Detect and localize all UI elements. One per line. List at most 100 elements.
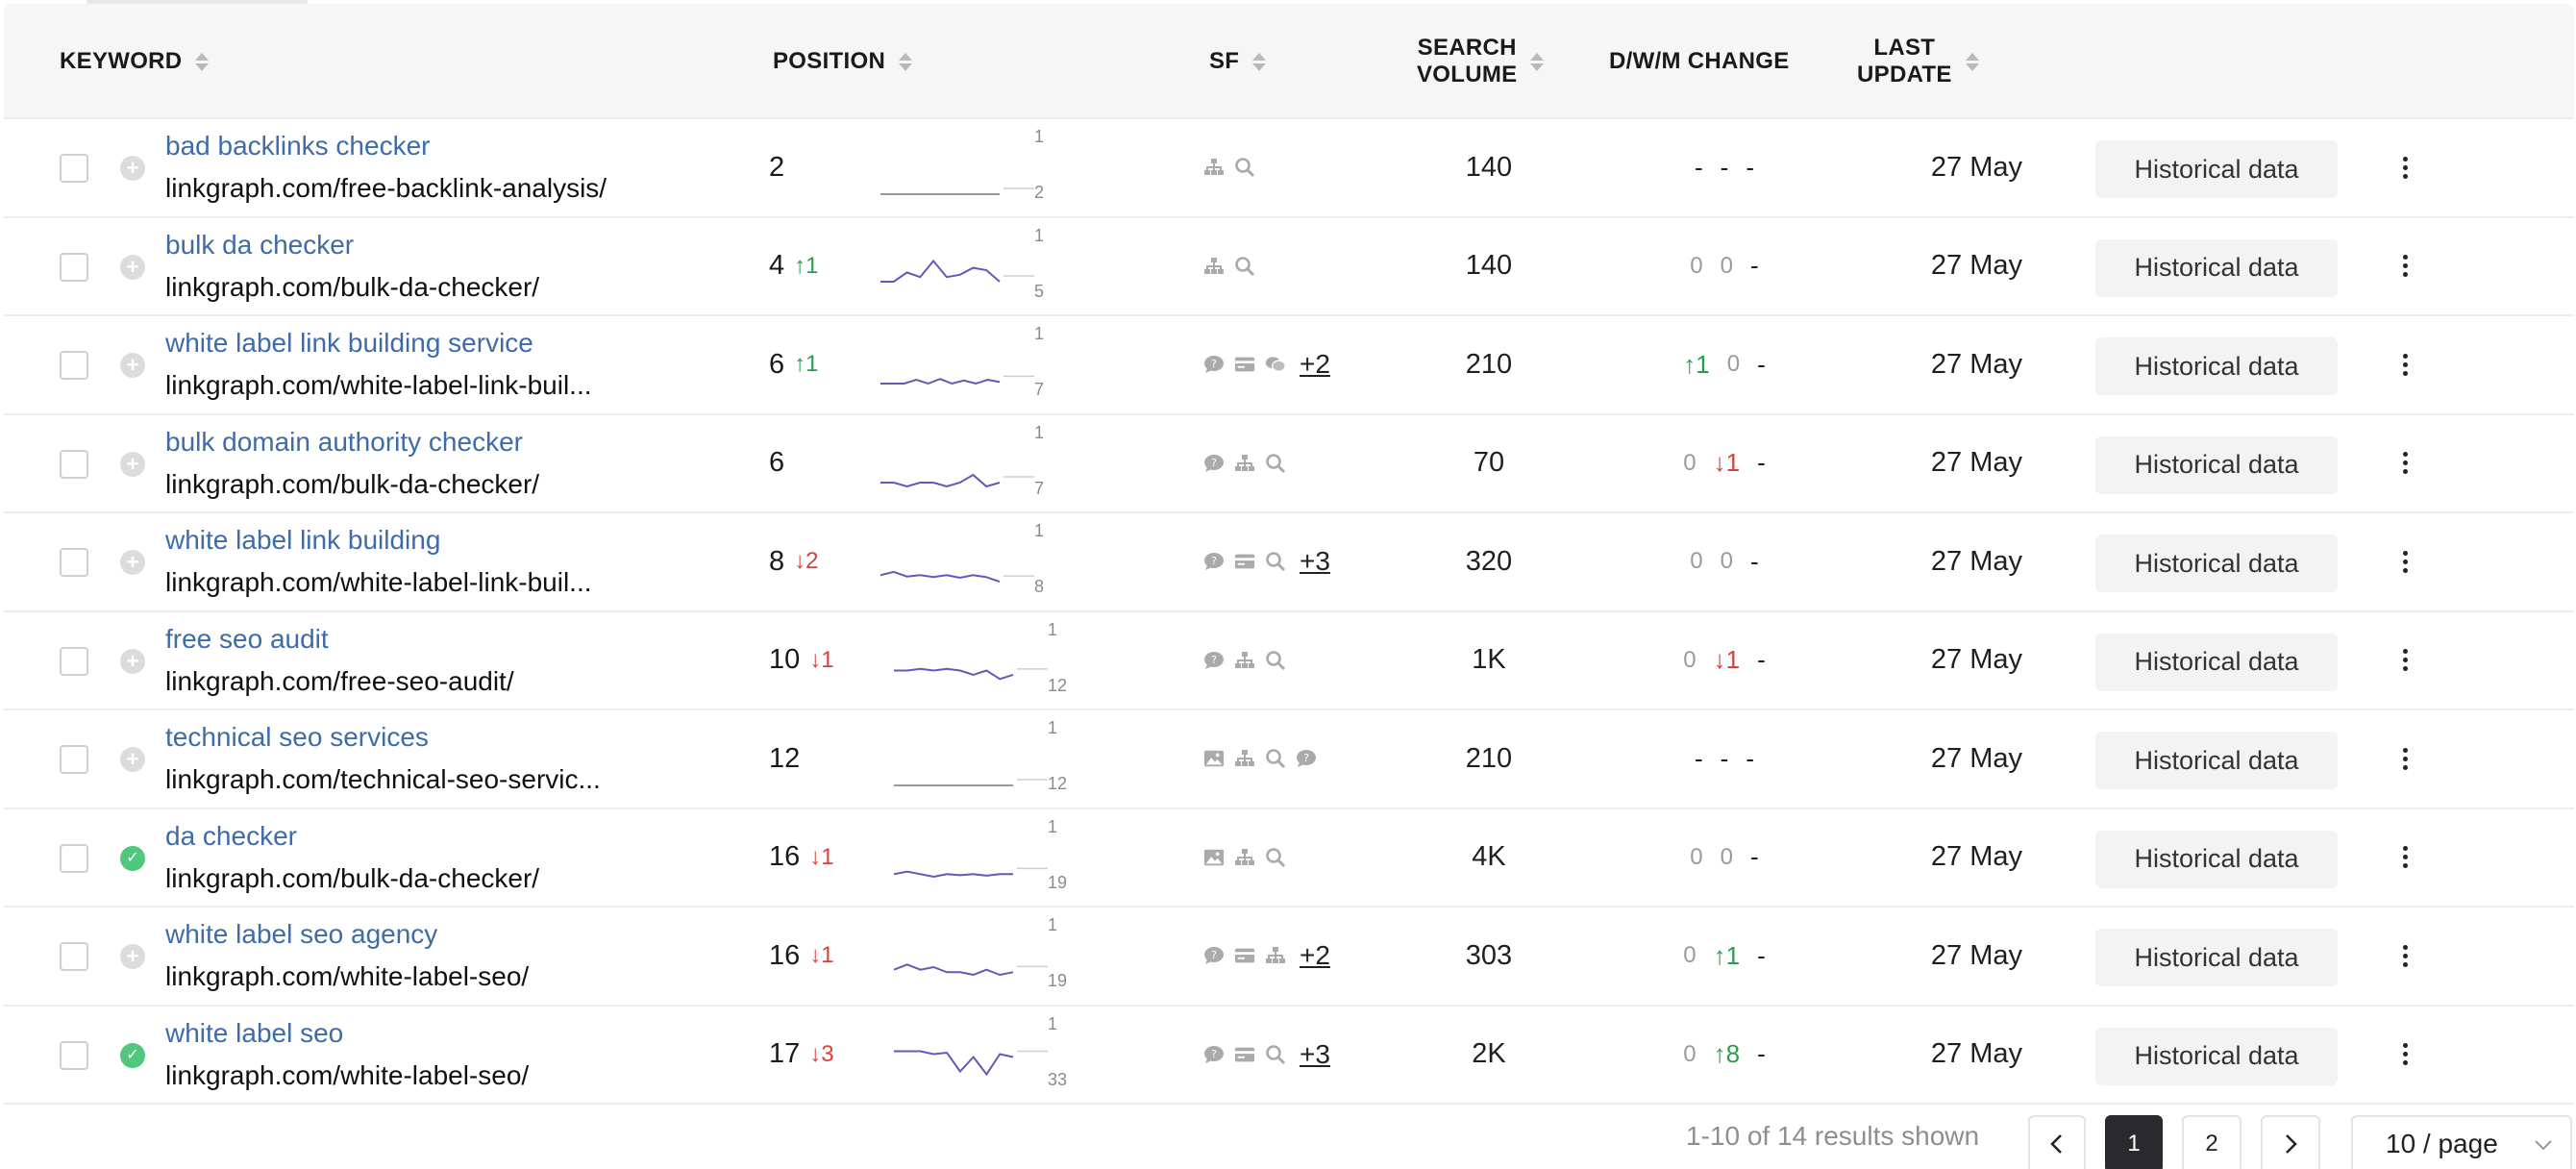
serp-features-more-link[interactable]: +3 <box>1300 1038 1330 1069</box>
add-icon[interactable]: + <box>120 944 145 969</box>
prev-page-button[interactable] <box>2028 1115 2086 1169</box>
sort-icon[interactable] <box>1965 52 1979 71</box>
more-options-icon[interactable] <box>2393 809 2416 907</box>
keyword-link[interactable]: white label link building service <box>165 328 533 358</box>
table-row: ✓ white label seo linkgraph.com/white-labe… <box>4 1007 2574 1105</box>
tracked-check-icon[interactable]: ✓ <box>120 1042 145 1068</box>
more-options-icon[interactable] <box>2393 1007 2416 1104</box>
historical-data-button[interactable]: Historical data <box>2095 238 2338 297</box>
row-checkbox[interactable] <box>60 548 88 577</box>
daily-change: 0 <box>1683 942 1697 969</box>
historical-data-button[interactable]: Historical data <box>2095 732 2338 789</box>
row-checkbox[interactable] <box>60 1040 88 1070</box>
sort-icon[interactable] <box>1252 52 1267 71</box>
keyword-link[interactable]: bulk da checker <box>165 229 355 260</box>
keyword-link[interactable]: white label seo agency <box>165 919 438 949</box>
row-checkbox[interactable] <box>60 745 88 774</box>
keyword-link[interactable]: da checker <box>165 820 297 851</box>
keyword-url: linkgraph.com/bulk-da-checker/ <box>165 862 540 893</box>
table-row: + bad backlinks checker linkgraph.com/free… <box>4 119 2574 218</box>
more-options-icon[interactable] <box>2393 513 2416 610</box>
add-icon[interactable]: + <box>120 156 145 181</box>
add-icon[interactable]: + <box>120 254 145 280</box>
dwm-change: --- <box>1599 710 1849 808</box>
row-checkbox[interactable] <box>60 843 88 873</box>
historical-data-button[interactable]: Historical data <box>2095 633 2338 691</box>
sparkline <box>894 1050 1048 1076</box>
sort-icon[interactable] <box>1530 52 1545 71</box>
add-icon[interactable]: + <box>120 550 145 575</box>
row-checkbox[interactable] <box>60 646 88 676</box>
more-options-icon[interactable] <box>2393 316 2416 413</box>
keyword-link[interactable]: free seo audit <box>165 623 329 654</box>
search-icon <box>1234 157 1255 178</box>
historical-data-button[interactable]: Historical data <box>2095 535 2338 592</box>
table-row: + bulk da checker linkgraph.com/bulk-da-ch… <box>4 218 2574 316</box>
column-keyword-label: KEYWORD <box>60 48 183 74</box>
trend-top-label: 1 <box>1034 225 1045 245</box>
table-row: + free seo audit linkgraph.com/free-seo-au… <box>4 612 2574 710</box>
add-icon[interactable]: + <box>120 648 145 674</box>
search-volume: 210 <box>1465 742 1513 774</box>
keyword-link[interactable]: bad backlinks checker <box>165 131 431 161</box>
position-value: 6 ↑1 <box>769 316 819 413</box>
chevron-right-icon <box>2286 1134 2297 1154</box>
position-change: ↓3 <box>809 1040 834 1067</box>
column-sf[interactable]: SF <box>1209 4 1267 119</box>
serp-features-more-link[interactable]: +2 <box>1300 349 1330 380</box>
position-number: 16 <box>769 939 801 971</box>
sparkline <box>880 375 1034 386</box>
table-row: + bulk domain authority checker linkgraph.… <box>4 415 2574 513</box>
historical-data-button[interactable]: Historical data <box>2095 337 2338 395</box>
column-position[interactable]: POSITION <box>773 4 913 119</box>
row-checkbox[interactable] <box>60 252 88 282</box>
row-checkbox[interactable] <box>60 154 88 183</box>
historical-data-button[interactable]: Historical data <box>2095 830 2338 888</box>
serp-features-more-link[interactable]: +3 <box>1300 546 1330 577</box>
serp-features-more-link[interactable]: +2 <box>1300 940 1330 971</box>
keyword-link[interactable]: white label seo <box>165 1017 344 1048</box>
chat-icon: ? <box>1203 453 1225 474</box>
add-icon[interactable]: + <box>120 747 145 772</box>
add-icon[interactable]: + <box>120 353 145 378</box>
historical-data-button[interactable]: Historical data <box>2095 140 2338 198</box>
historical-data-button[interactable]: Historical data <box>2095 435 2338 494</box>
page-2-button[interactable]: 2 <box>2182 1115 2242 1169</box>
more-options-icon[interactable] <box>2393 415 2416 512</box>
search-volume: 70 <box>1473 447 1505 479</box>
page-1-button[interactable]: 1 <box>2105 1115 2163 1169</box>
daily-change: - <box>1694 743 1703 773</box>
more-options-icon[interactable] <box>2393 218 2416 315</box>
page-size-select[interactable]: 10 / page <box>2351 1115 2572 1169</box>
dwm-change: --- <box>1599 119 1849 216</box>
sparkline-path <box>880 570 1001 584</box>
sort-icon[interactable] <box>899 52 913 71</box>
keyword-link[interactable]: white label link building <box>165 525 441 555</box>
row-checkbox[interactable] <box>60 351 88 380</box>
last-update: 27 May <box>1930 939 2022 971</box>
historical-data-button[interactable]: Historical data <box>2095 929 2338 986</box>
keyword-link[interactable]: bulk domain authority checker <box>165 426 523 457</box>
column-last-update[interactable]: LAST UPDATE <box>1857 4 1979 119</box>
more-options-icon[interactable] <box>2393 710 2416 808</box>
more-options-icon[interactable] <box>2393 612 2416 709</box>
more-options-icon[interactable] <box>2393 908 2416 1005</box>
column-keyword[interactable]: KEYWORD <box>60 4 210 119</box>
tracked-check-icon[interactable]: ✓ <box>120 845 145 871</box>
column-search-volume[interactable]: SEARCH VOLUME <box>1417 4 1545 119</box>
sort-icon[interactable] <box>195 52 210 71</box>
historical-data-button[interactable]: Historical data <box>2095 1027 2338 1085</box>
row-checkbox[interactable] <box>60 449 88 479</box>
dwm-change: 0 ↓1- <box>1599 612 1849 709</box>
add-icon[interactable]: + <box>120 451 145 477</box>
more-options-icon[interactable] <box>2393 119 2416 216</box>
last-update: 27 May <box>1930 644 2022 676</box>
chat-icon: ? <box>1203 945 1225 966</box>
row-checkbox[interactable] <box>60 942 88 971</box>
keyword-link[interactable]: technical seo services <box>165 722 429 752</box>
chat-group-icon <box>1265 354 1286 375</box>
next-page-button[interactable] <box>2261 1115 2320 1169</box>
